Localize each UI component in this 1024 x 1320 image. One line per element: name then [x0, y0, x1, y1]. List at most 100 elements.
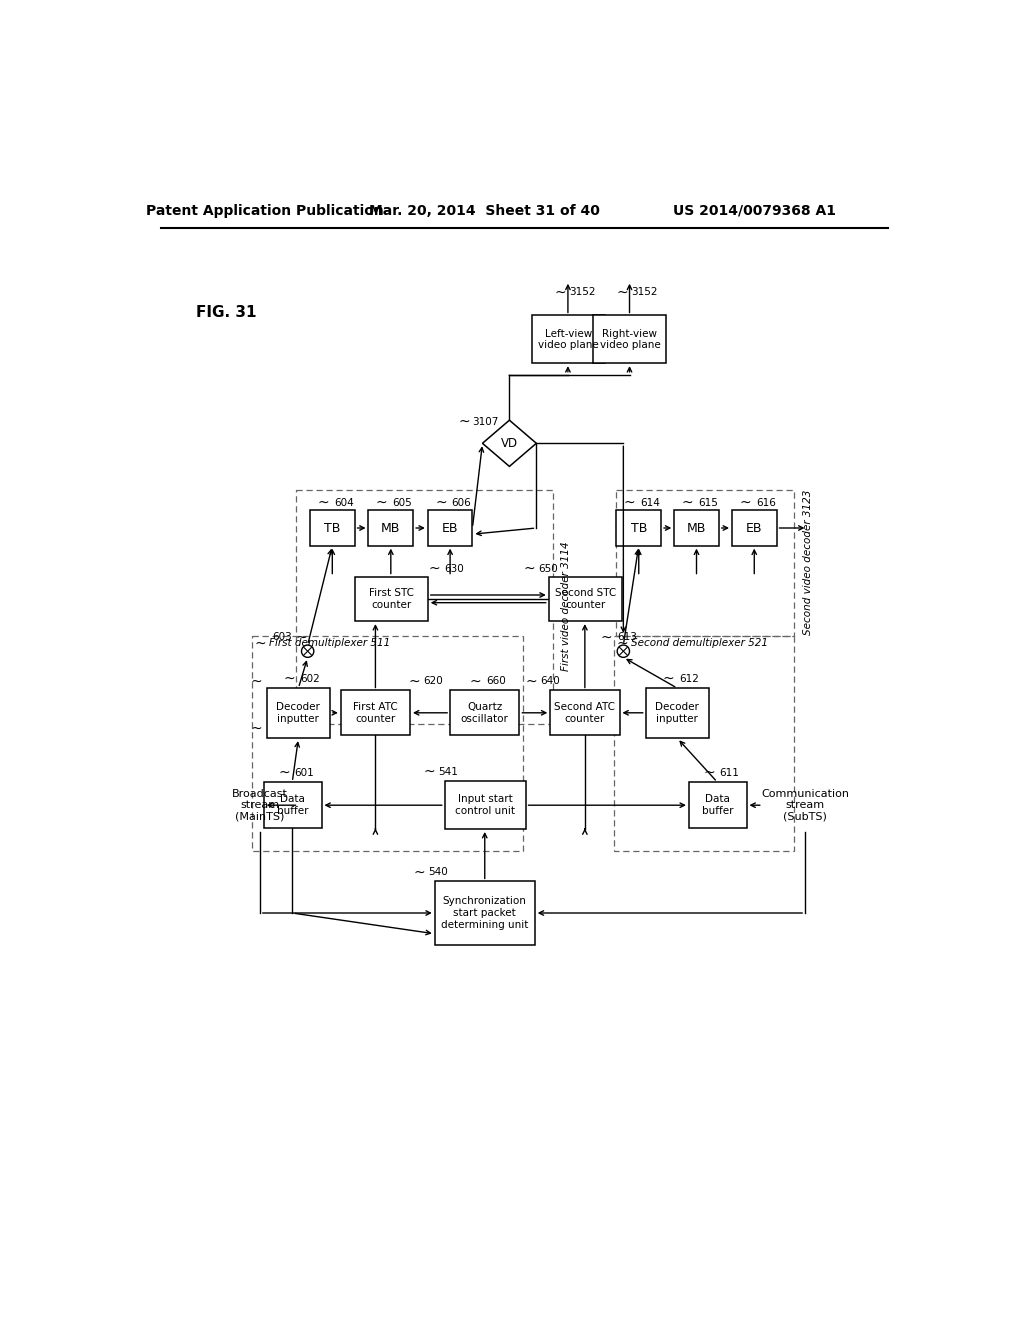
Text: Left-view
video plane: Left-view video plane — [538, 329, 599, 350]
Bar — [550, 690, 620, 735]
Polygon shape — [482, 420, 537, 466]
Bar — [444, 781, 525, 829]
Bar — [267, 688, 330, 738]
Text: First demultiplexer 511: First demultiplexer 511 — [269, 639, 390, 648]
Text: Broadcast
stream
(MainTS): Broadcast stream (MainTS) — [232, 788, 288, 822]
Bar — [646, 688, 709, 738]
Bar — [341, 690, 410, 735]
Text: 601: 601 — [294, 768, 313, 777]
Text: ~: ~ — [554, 285, 566, 300]
Text: ~: ~ — [376, 495, 387, 510]
Text: 640: 640 — [541, 676, 560, 686]
Text: ~: ~ — [616, 636, 628, 651]
Text: ~: ~ — [250, 721, 262, 735]
Text: 614: 614 — [640, 498, 660, 508]
Bar — [531, 315, 605, 363]
Text: Mar. 20, 2014  Sheet 31 of 40: Mar. 20, 2014 Sheet 31 of 40 — [370, 203, 600, 218]
Text: ~: ~ — [429, 562, 440, 576]
Text: ~: ~ — [663, 672, 674, 686]
Text: 620: 620 — [423, 676, 443, 686]
Text: Data
buffer: Data buffer — [701, 795, 733, 816]
Text: ~: ~ — [296, 631, 307, 644]
Text: 602: 602 — [300, 675, 319, 684]
Text: Synchronization
start packet
determining unit: Synchronization start packet determining… — [441, 896, 528, 929]
Text: ~: ~ — [523, 562, 536, 576]
Text: Decoder
inputter: Decoder inputter — [276, 702, 321, 723]
Text: 604: 604 — [334, 498, 353, 508]
Bar — [354, 577, 428, 622]
Text: MB: MB — [381, 521, 400, 535]
Bar — [689, 781, 746, 829]
Text: MB: MB — [687, 521, 707, 535]
Bar — [616, 511, 662, 545]
Text: ~: ~ — [279, 766, 291, 780]
Text: First video decoder 3114: First video decoder 3114 — [561, 541, 571, 672]
Text: TB: TB — [325, 521, 341, 535]
Text: ~: ~ — [681, 495, 693, 510]
Text: Input start
control unit: Input start control unit — [455, 795, 515, 816]
Text: 613: 613 — [617, 632, 637, 643]
Text: ~: ~ — [739, 495, 751, 510]
Text: 660: 660 — [486, 676, 506, 686]
Text: ~: ~ — [616, 285, 628, 300]
Text: ~: ~ — [250, 675, 262, 689]
Text: ~: ~ — [703, 766, 716, 780]
Bar — [451, 690, 519, 735]
Text: ~: ~ — [409, 675, 420, 688]
Bar — [674, 511, 719, 545]
Text: 541: 541 — [438, 767, 459, 777]
Text: 3152: 3152 — [569, 288, 596, 297]
Text: ~: ~ — [601, 631, 612, 644]
Text: ~: ~ — [435, 495, 446, 510]
Text: 606: 606 — [452, 498, 471, 508]
Text: 611: 611 — [719, 768, 738, 777]
Text: US 2014/0079368 A1: US 2014/0079368 A1 — [673, 203, 836, 218]
Bar — [732, 511, 776, 545]
Text: 650: 650 — [539, 564, 558, 574]
Text: Second demultiplexer 521: Second demultiplexer 521 — [631, 639, 768, 648]
Text: 3152: 3152 — [631, 288, 657, 297]
Bar — [369, 511, 413, 545]
Text: 605: 605 — [392, 498, 412, 508]
Text: ~: ~ — [424, 766, 435, 779]
Text: 603: 603 — [272, 632, 292, 643]
Text: 612: 612 — [679, 675, 698, 684]
Bar — [614, 636, 795, 851]
Text: TB: TB — [631, 521, 647, 535]
Text: Quartz
oscillator: Quartz oscillator — [461, 702, 509, 723]
Bar — [264, 781, 322, 829]
Text: VD: VD — [501, 437, 518, 450]
Text: 540: 540 — [429, 867, 449, 878]
Text: ~: ~ — [470, 675, 481, 688]
Bar — [296, 490, 553, 725]
Text: EB: EB — [442, 521, 459, 535]
Text: ~: ~ — [624, 495, 635, 510]
Text: ~: ~ — [414, 865, 425, 879]
Text: 616: 616 — [756, 498, 775, 508]
Bar — [593, 315, 667, 363]
Text: First ATC
counter: First ATC counter — [353, 702, 397, 723]
Text: ~: ~ — [284, 672, 295, 686]
Text: Communication
stream
(SubTS): Communication stream (SubTS) — [761, 788, 849, 822]
Text: Right-view
video plane: Right-view video plane — [599, 329, 660, 350]
Text: ~: ~ — [317, 495, 329, 510]
Text: FIG. 31: FIG. 31 — [196, 305, 256, 319]
Bar — [435, 882, 535, 945]
Text: Second ATC
counter: Second ATC counter — [554, 702, 615, 723]
Text: ~: ~ — [525, 675, 537, 688]
Text: Patent Application Publication: Patent Application Publication — [146, 203, 384, 218]
Text: 630: 630 — [444, 564, 464, 574]
Text: 615: 615 — [698, 498, 718, 508]
Text: Second STC
counter: Second STC counter — [555, 587, 615, 610]
Text: ~: ~ — [459, 414, 471, 429]
Text: Data
buffer: Data buffer — [276, 795, 308, 816]
Text: 3107: 3107 — [472, 417, 499, 426]
Text: EB: EB — [746, 521, 763, 535]
Bar — [310, 511, 354, 545]
Text: ~: ~ — [254, 636, 266, 651]
Bar — [549, 577, 622, 622]
Bar — [428, 511, 472, 545]
Text: Second video decoder 3123: Second video decoder 3123 — [803, 490, 813, 635]
Text: Decoder
inputter: Decoder inputter — [655, 702, 699, 723]
Bar — [252, 636, 523, 851]
